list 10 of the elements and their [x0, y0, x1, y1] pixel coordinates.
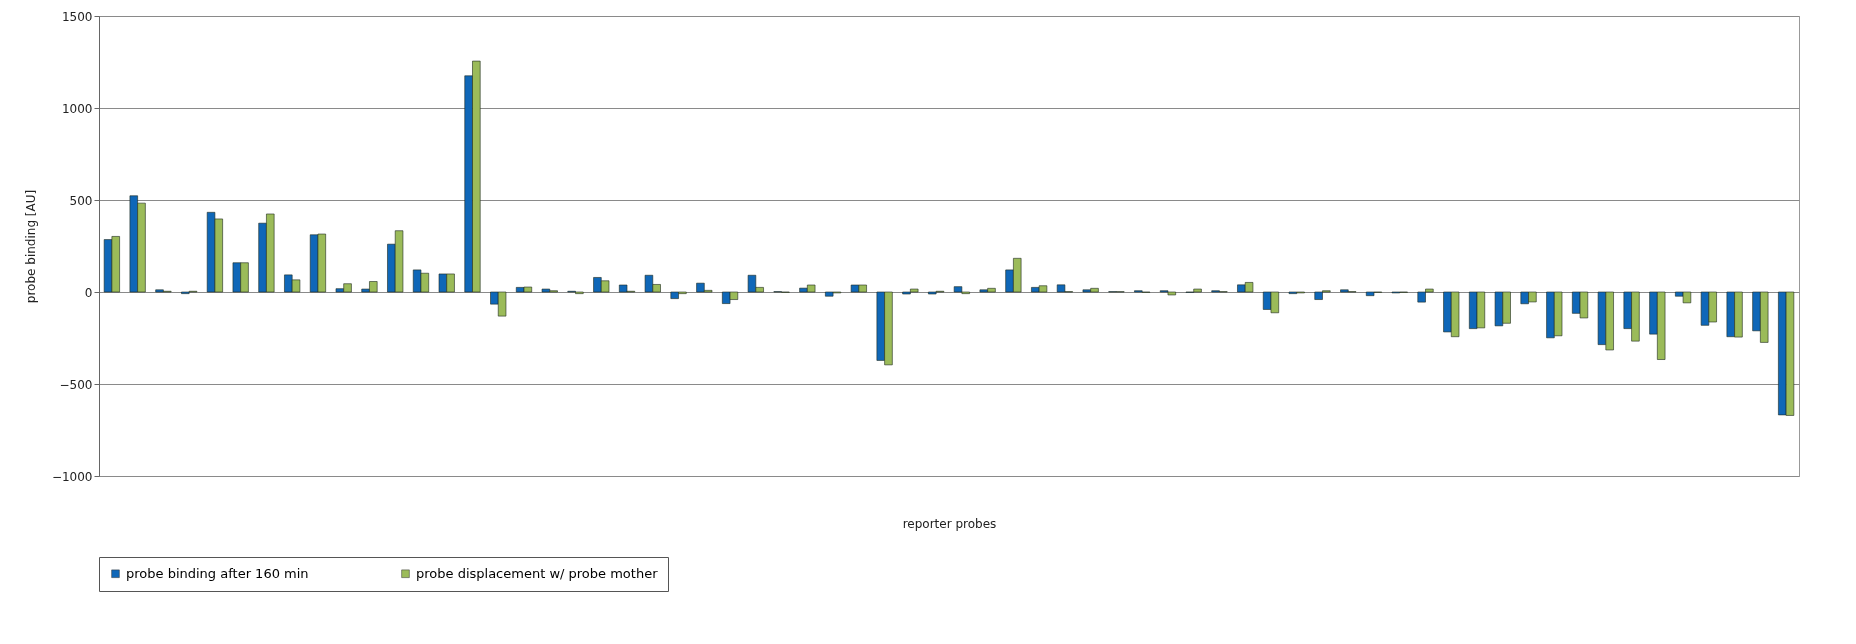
x-axis-title: reporter probes [902, 516, 997, 531]
y-tick-label: 500 [69, 193, 93, 208]
y-tick-label: 1000 [61, 101, 93, 116]
legend-label: probe displacement w/ probe mother [416, 565, 659, 581]
y-tick-label: −500 [59, 377, 93, 392]
y-tick-label: 1500 [61, 9, 93, 24]
legend-label: probe binding after 160 min [126, 565, 309, 581]
y-tick-label: −1000 [51, 469, 93, 484]
y-tick-label: 0 [84, 285, 93, 300]
y-axis-title: probe binding [AU] [23, 189, 38, 304]
